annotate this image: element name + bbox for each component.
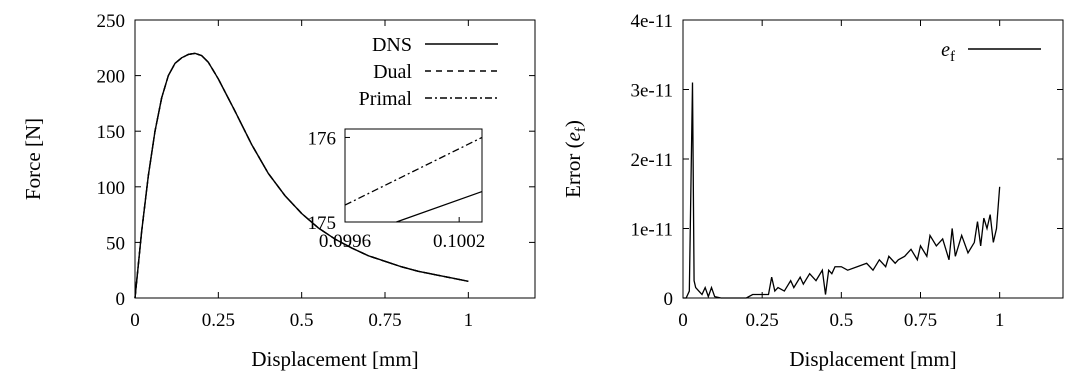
x-tick-label: 0 xyxy=(678,310,688,331)
y-tick-label: 100 xyxy=(97,178,126,199)
x-tick-label: 1 xyxy=(464,310,474,331)
x-tick-label: 0.75 xyxy=(904,310,937,331)
y-tick-label: 150 xyxy=(97,122,126,143)
x-tick-label: 0.5 xyxy=(829,310,853,331)
inset-y-tick-label: 175 xyxy=(308,213,337,234)
legend-label: Dual xyxy=(373,61,412,83)
x-tick-label: 0.25 xyxy=(202,310,235,331)
y-tick-label: 0 xyxy=(116,289,126,310)
x-tick-label: 0 xyxy=(130,310,140,331)
x-tick-label: 1 xyxy=(995,310,1005,331)
x-axis-label: Displacement [mm] xyxy=(789,347,956,371)
legend-label: Primal xyxy=(359,88,413,110)
legend-label: ef xyxy=(941,39,955,65)
series-line-primal xyxy=(134,52,469,299)
inset-zoom: 0.0996 0.1002 175 176 xyxy=(308,128,486,252)
y-tick-label: 50 xyxy=(106,233,125,254)
x-tick-label: 0.75 xyxy=(368,310,401,331)
axis-ticks: 0 0.25 0.5 0.75 1 0 50 100 150 200 250 xyxy=(97,11,535,331)
y-axis-label-close: ) xyxy=(561,120,585,127)
legend-label-symbol: e xyxy=(941,39,950,61)
axis-ticks: 0 0.25 0.5 0.75 1 0 1e-11 2e-11 3e-11 4e-11 xyxy=(630,11,1063,331)
legend-label: DNS xyxy=(372,34,412,56)
plot-frame xyxy=(682,19,1064,299)
x-tick-label: 0.25 xyxy=(746,310,779,331)
force-displacement-chart: 0 0.25 0.5 0.75 1 0 50 100 150 200 250 Displacemen… xyxy=(21,11,536,371)
inset-x-tick-label: 0.0996 xyxy=(319,231,371,252)
y-axis-label-symbol: e xyxy=(561,132,585,141)
y-tick-label: 250 xyxy=(97,11,126,32)
series-line-e xyxy=(683,82,1001,299)
y-axis-label-text: Error ( xyxy=(561,141,585,198)
series-line-primal xyxy=(344,136,483,206)
y-axis-label: Error (ef) xyxy=(561,120,589,198)
inset-x-tick-label: 0.1002 xyxy=(433,231,485,252)
series-lines xyxy=(683,82,1001,299)
y-axis-label-subscript: f xyxy=(573,127,589,132)
series-lines xyxy=(134,52,469,299)
x-axis-label: Displacement [mm] xyxy=(251,347,418,371)
inset-y-tick-label: 176 xyxy=(308,128,337,149)
x-tick-label: 0.5 xyxy=(290,310,314,331)
y-tick-label: 200 xyxy=(97,67,126,88)
y-tick-label: 0 xyxy=(664,289,674,310)
legend: ef xyxy=(941,39,1041,65)
legend: DNS Dual Primal xyxy=(359,34,498,110)
legend-label-subscript: f xyxy=(950,49,955,65)
y-tick-label: 4e-11 xyxy=(630,11,673,32)
plot-frame xyxy=(134,19,536,299)
y-tick-label: 3e-11 xyxy=(630,81,673,102)
error-displacement-chart: 0 0.25 0.5 0.75 1 0 1e-11 2e-11 3e-11 4e-11 Displ… xyxy=(561,11,1064,371)
y-axis-label: Force [N] xyxy=(21,118,45,200)
inset-frame xyxy=(344,128,483,223)
y-tick-label: 2e-11 xyxy=(630,150,673,171)
y-tick-label: 1e-11 xyxy=(630,220,673,241)
series-line-dns xyxy=(396,190,483,223)
